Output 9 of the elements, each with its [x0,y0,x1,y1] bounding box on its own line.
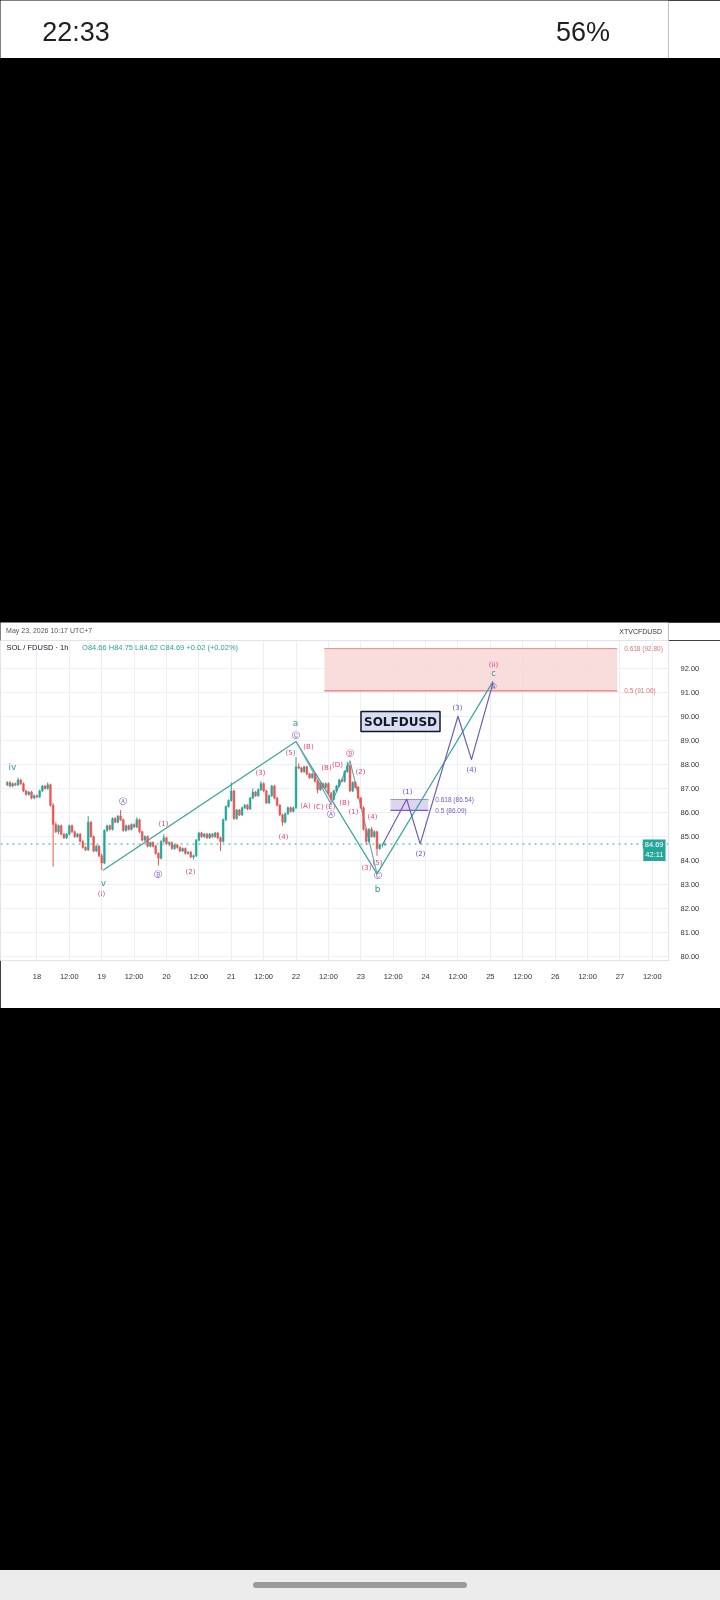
annotation: v [100,877,107,888]
annotation: b [374,883,381,894]
annotation: a [292,717,299,728]
annotation: iv [8,761,18,772]
candlestick [186,850,190,856]
text: 56% [556,16,611,47]
annotation: SOLFDUSD [364,714,438,729]
annotation: c [491,669,496,678]
text: 22:33 [42,16,110,47]
